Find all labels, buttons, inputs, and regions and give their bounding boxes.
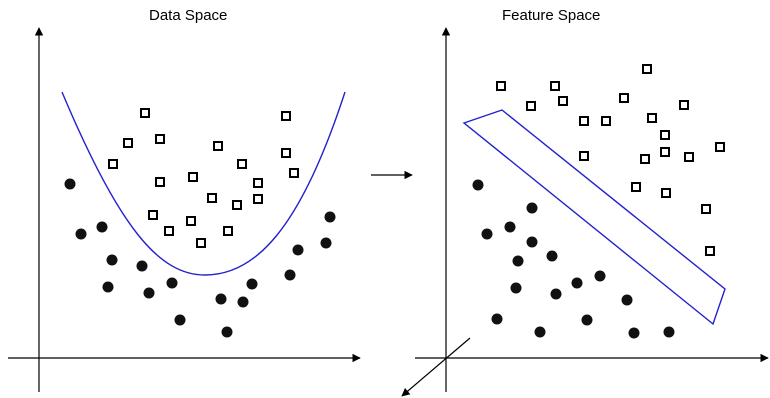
square-point <box>213 141 223 151</box>
square-point <box>281 148 291 158</box>
square-point <box>701 204 711 214</box>
square-point <box>207 193 217 203</box>
square-point <box>679 100 689 110</box>
right-decision-boundary <box>462 109 726 326</box>
circle-point <box>504 221 516 233</box>
circle-point <box>106 254 118 266</box>
square-point <box>642 64 652 74</box>
square-point <box>579 151 589 161</box>
circle-point <box>621 294 633 306</box>
circle-point <box>324 211 336 223</box>
square-point <box>123 138 133 148</box>
square-point <box>140 108 150 118</box>
circle-point <box>96 221 108 233</box>
circle-point <box>292 244 304 256</box>
left-decision-boundary <box>61 91 346 276</box>
circle-point <box>237 296 249 308</box>
square-point <box>281 111 291 121</box>
square-point <box>253 194 263 204</box>
square-point <box>526 101 536 111</box>
square-point <box>289 168 299 178</box>
square-point <box>496 81 506 91</box>
square-point <box>237 159 247 169</box>
square-point <box>223 226 233 236</box>
circle-point <box>628 327 640 339</box>
circle-point <box>581 314 593 326</box>
circle-point <box>246 278 258 290</box>
square-point <box>164 226 174 236</box>
square-point <box>660 147 670 157</box>
square-point <box>647 113 657 123</box>
circle-point <box>64 178 76 190</box>
circle-point <box>546 250 558 262</box>
circle-point <box>320 237 332 249</box>
square-point <box>558 96 568 106</box>
square-point <box>640 154 650 164</box>
circle-point <box>526 202 538 214</box>
square-point <box>155 177 165 187</box>
circle-point <box>594 270 606 282</box>
right-circle-points <box>472 179 675 339</box>
circle-point <box>215 293 227 305</box>
circle-point <box>102 281 114 293</box>
square-point <box>253 178 263 188</box>
circle-point <box>491 313 503 325</box>
circle-point <box>166 277 178 289</box>
square-point <box>188 172 198 182</box>
circle-point <box>143 287 155 299</box>
square-point <box>684 152 694 162</box>
square-point <box>579 116 589 126</box>
square-point <box>631 182 641 192</box>
circle-point <box>510 282 522 294</box>
circle-point <box>75 228 87 240</box>
square-point <box>705 246 715 256</box>
square-point <box>186 216 196 226</box>
square-point <box>232 200 242 210</box>
square-point <box>155 134 165 144</box>
circle-point <box>526 236 538 248</box>
circle-point <box>174 314 186 326</box>
circle-point <box>136 260 148 272</box>
circle-point <box>571 277 583 289</box>
circle-point <box>534 326 546 338</box>
square-point <box>108 159 118 169</box>
left-square-points <box>108 108 299 248</box>
square-point <box>660 130 670 140</box>
right-z-axis <box>401 337 471 397</box>
square-point <box>196 238 206 248</box>
square-point <box>661 188 671 198</box>
right-square-points <box>496 64 725 256</box>
data-space-title: Data Space <box>149 7 228 24</box>
left-circle-points <box>64 178 336 338</box>
circle-point <box>512 255 524 267</box>
square-point <box>148 210 158 220</box>
circle-point <box>481 228 493 240</box>
square-point <box>715 142 725 152</box>
square-point <box>601 116 611 126</box>
circle-point <box>284 269 296 281</box>
circle-point <box>472 179 484 191</box>
square-point <box>619 93 629 103</box>
circle-point <box>221 326 233 338</box>
square-point <box>550 81 560 91</box>
circle-point <box>550 288 562 300</box>
feature-space-title: Feature Space <box>502 7 601 24</box>
circle-point <box>663 326 675 338</box>
